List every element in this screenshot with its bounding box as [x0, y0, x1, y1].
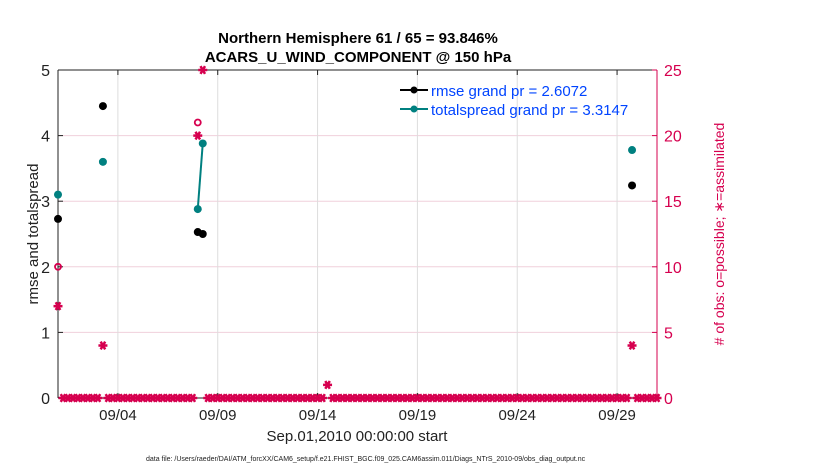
obs-assimilated-marker	[198, 65, 208, 75]
y-tick-label: 5	[41, 63, 50, 80]
x-tick-label: 09/19	[399, 407, 437, 424]
y-right-tick-label: 20	[664, 129, 682, 146]
y-tick-label: 0	[41, 391, 50, 408]
obs-assimilated-marker	[627, 340, 637, 351]
legend-marker-rmse	[410, 86, 418, 94]
rmse-point	[628, 181, 637, 190]
y-right-tick-label: 10	[664, 260, 682, 277]
totalspread-point	[198, 139, 207, 148]
x-tick-label: 09/04	[99, 407, 137, 424]
legend: rmse grand pr = 2.6072 totalspread grand…	[400, 83, 628, 119]
x-tick-label: 09/24	[498, 407, 536, 424]
footer-datafile: data file: /Users/raeder/DAI/ATM_forcXX/…	[146, 456, 586, 463]
obs-assimilated-marker	[93, 393, 103, 403]
chart-title-line1: Northern Hemisphere 61 / 65 = 93.846%	[218, 30, 498, 47]
obs-assimilated-marker	[622, 393, 632, 403]
totalspread-point	[193, 205, 202, 214]
y-tick-label: 2	[41, 260, 50, 277]
chart-title-line2: ACARS_U_WIND_COMPONENT @ 150 hPa	[205, 49, 512, 66]
rmse-point	[54, 214, 62, 223]
rmse-point	[198, 230, 207, 238]
totalspread-point	[98, 157, 107, 166]
obs-assimilated-marker	[612, 393, 622, 403]
totalspread-point	[628, 146, 637, 155]
obs-assimilated-marker	[63, 393, 73, 403]
obs-possible-marker	[54, 262, 62, 271]
y-tick-label: 1	[41, 325, 50, 342]
y-tick-label: 3	[41, 194, 50, 211]
x-tick-label: 09/14	[299, 407, 337, 424]
y-tick-label: 4	[41, 129, 50, 146]
legend-label-spread: totalspread grand pr = 3.3147	[431, 102, 628, 119]
obs-assimilated-marker	[53, 301, 63, 311]
obs-assimilated-marker	[113, 393, 123, 403]
obs-possible-marker	[193, 118, 202, 127]
y-right-tick-label: 25	[664, 63, 682, 80]
obs-assimilated-marker	[193, 131, 203, 141]
y-right-tick-label: 5	[664, 325, 673, 342]
rmse-point	[98, 102, 107, 111]
obs-assimilated-marker	[507, 393, 517, 403]
legend-label-rmse: rmse grand pr = 2.6072	[431, 83, 587, 100]
y-axis-label: rmse and totalspread	[25, 164, 42, 305]
obs-assimilated-marker	[323, 380, 333, 390]
y-axis-right-label: # of obs: o=possible; ∗=assimilated	[711, 123, 727, 346]
x-tick-label: 09/09	[199, 407, 237, 424]
x-tick-label: 09/29	[598, 407, 636, 424]
x-axis-label: Sep.01,2010 00:00:00 start	[267, 428, 449, 445]
obs-assimilated-marker	[118, 393, 128, 403]
obs-assimilated-marker	[98, 340, 108, 351]
obs-assimilated-marker	[83, 393, 93, 403]
y-right-tick-label: 0	[664, 391, 673, 408]
legend-marker-spread	[410, 105, 418, 113]
obs-assimilated-marker	[188, 393, 198, 403]
obs-assimilated-marker	[283, 393, 293, 403]
obs-assimilated-marker	[318, 393, 328, 403]
series-line-1	[196, 143, 204, 210]
obs-assimilated-marker	[652, 393, 662, 403]
totalspread-point	[54, 190, 62, 199]
y-right-tick-label: 15	[664, 194, 682, 211]
